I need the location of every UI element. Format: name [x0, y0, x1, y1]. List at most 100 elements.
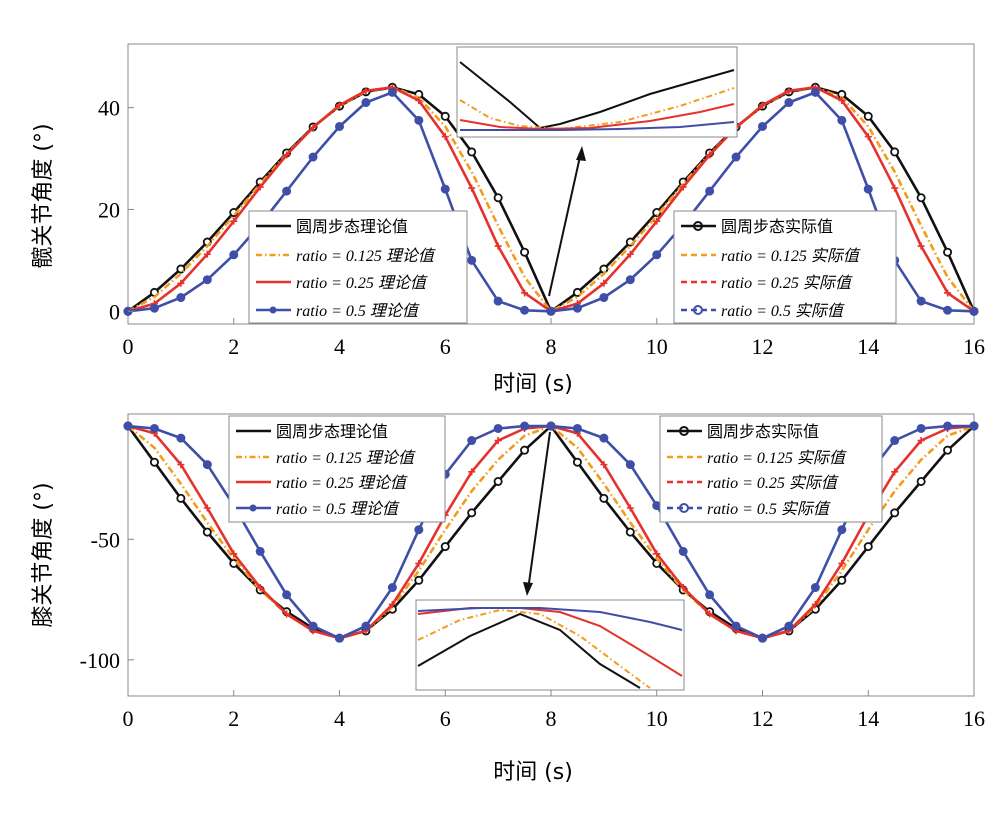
- data-point: [653, 217, 661, 225]
- data-point: [493, 193, 503, 203]
- top-inset-zoom: [456, 46, 738, 297]
- data-point: [625, 527, 635, 537]
- data-point: [493, 476, 503, 486]
- data-point: [283, 610, 291, 618]
- legend-marker: [249, 504, 257, 512]
- x-tick-label: 8: [546, 706, 557, 731]
- top-y-ticks: 0 20 40: [98, 96, 134, 324]
- data-point: [652, 250, 662, 260]
- x-tick-label: 2: [228, 706, 239, 731]
- bottom-xlabel: 时间 (s): [493, 760, 573, 785]
- data-point: [256, 584, 264, 592]
- data-point: [731, 152, 741, 162]
- legend-label: 圆周步态实际值: [707, 423, 819, 441]
- x-tick-label: 14: [857, 334, 879, 359]
- bottom-ylabel: 膝关节角度 (°): [31, 482, 56, 627]
- zoom-arrow: [527, 431, 551, 591]
- data-point: [863, 111, 873, 121]
- legend-marker: [693, 221, 703, 231]
- data-point: [572, 303, 582, 313]
- inset-curve: [417, 607, 683, 631]
- data-point: [969, 421, 979, 431]
- bottom-subplot: -50 -100 0 2 4 6 8 10 12 14 16 时间 (s) 膝关节角度 (°) 圆…: [31, 413, 985, 785]
- data-point: [679, 584, 687, 592]
- data-point: [414, 115, 424, 125]
- data-point: [468, 184, 476, 192]
- data-point: [572, 423, 582, 433]
- x-tick-label: 16: [963, 706, 985, 731]
- y-tick-label: -50: [91, 527, 120, 552]
- data-point: [705, 186, 715, 196]
- data-point: [969, 306, 979, 316]
- top-x-ticks: 0 2 4 6 8 10 12 14 16: [123, 318, 985, 359]
- legend-label: ratio = 0.25 理论值: [296, 274, 428, 292]
- data-point: [203, 504, 211, 512]
- data-point: [415, 559, 423, 567]
- data-point: [387, 87, 397, 97]
- x-tick-label: 4: [334, 706, 345, 731]
- data-point: [678, 546, 688, 556]
- data-point: [203, 250, 211, 258]
- data-point: [467, 436, 477, 446]
- data-point: [177, 279, 185, 287]
- data-point: [625, 460, 635, 470]
- data-point: [468, 468, 476, 476]
- data-point: [652, 501, 662, 511]
- data-point: [230, 217, 238, 225]
- data-point: [309, 123, 317, 131]
- bottom-curves: [123, 421, 979, 643]
- data-point: [334, 121, 344, 131]
- data-point: [784, 98, 794, 108]
- legend-box: [228, 415, 446, 523]
- legend-box: [659, 415, 883, 523]
- legend-label: 圆周步态理论值: [276, 423, 388, 441]
- top-legend-right: 圆周步态实际值 ratio = 0.125 实际值 ratio = 0.25 实…: [673, 210, 897, 324]
- data-point: [917, 242, 925, 250]
- data-point: [520, 421, 530, 431]
- data-point: [572, 457, 582, 467]
- data-point: [917, 437, 925, 445]
- data-point: [494, 437, 502, 445]
- data-point: [493, 296, 503, 306]
- bottom-y-ticks: -50 -100: [80, 527, 134, 673]
- x-tick-label: 12: [752, 334, 774, 359]
- data-point: [493, 423, 503, 433]
- x-tick-label: 10: [646, 334, 668, 359]
- data-point: [863, 542, 873, 552]
- legend-label: 圆周步态实际值: [721, 218, 833, 236]
- data-point: [625, 275, 635, 285]
- data-point: [308, 621, 318, 631]
- data-point: [705, 590, 715, 600]
- data-point: [706, 151, 714, 159]
- data-point: [283, 151, 291, 159]
- data-point: [361, 98, 371, 108]
- data-point: [256, 183, 264, 191]
- inset-curve: [460, 121, 735, 131]
- data-point: [546, 421, 556, 431]
- legend-label: ratio = 0.125 理论值: [296, 247, 436, 265]
- data-point: [943, 445, 953, 455]
- data-point: [864, 133, 872, 141]
- data-point: [176, 493, 186, 503]
- data-point: [943, 305, 953, 315]
- data-point: [520, 247, 530, 257]
- data-point: [440, 542, 450, 552]
- inset-frame: [415, 599, 685, 691]
- data-point: [837, 525, 847, 535]
- inset-curve: [459, 61, 735, 130]
- data-point: [388, 600, 396, 608]
- x-tick-label: 12: [752, 706, 774, 731]
- data-point: [679, 183, 687, 191]
- inset-frame: [456, 46, 738, 138]
- data-point: [891, 184, 899, 192]
- data-point: [759, 101, 766, 109]
- data-point: [653, 550, 661, 558]
- data-point: [838, 559, 846, 567]
- y-tick-label: 0: [109, 299, 120, 324]
- legend-box: [248, 210, 468, 324]
- legend-label: ratio = 0.125 实际值: [721, 247, 861, 265]
- data-point: [599, 264, 609, 274]
- data-point: [362, 87, 370, 95]
- data-point: [785, 87, 793, 95]
